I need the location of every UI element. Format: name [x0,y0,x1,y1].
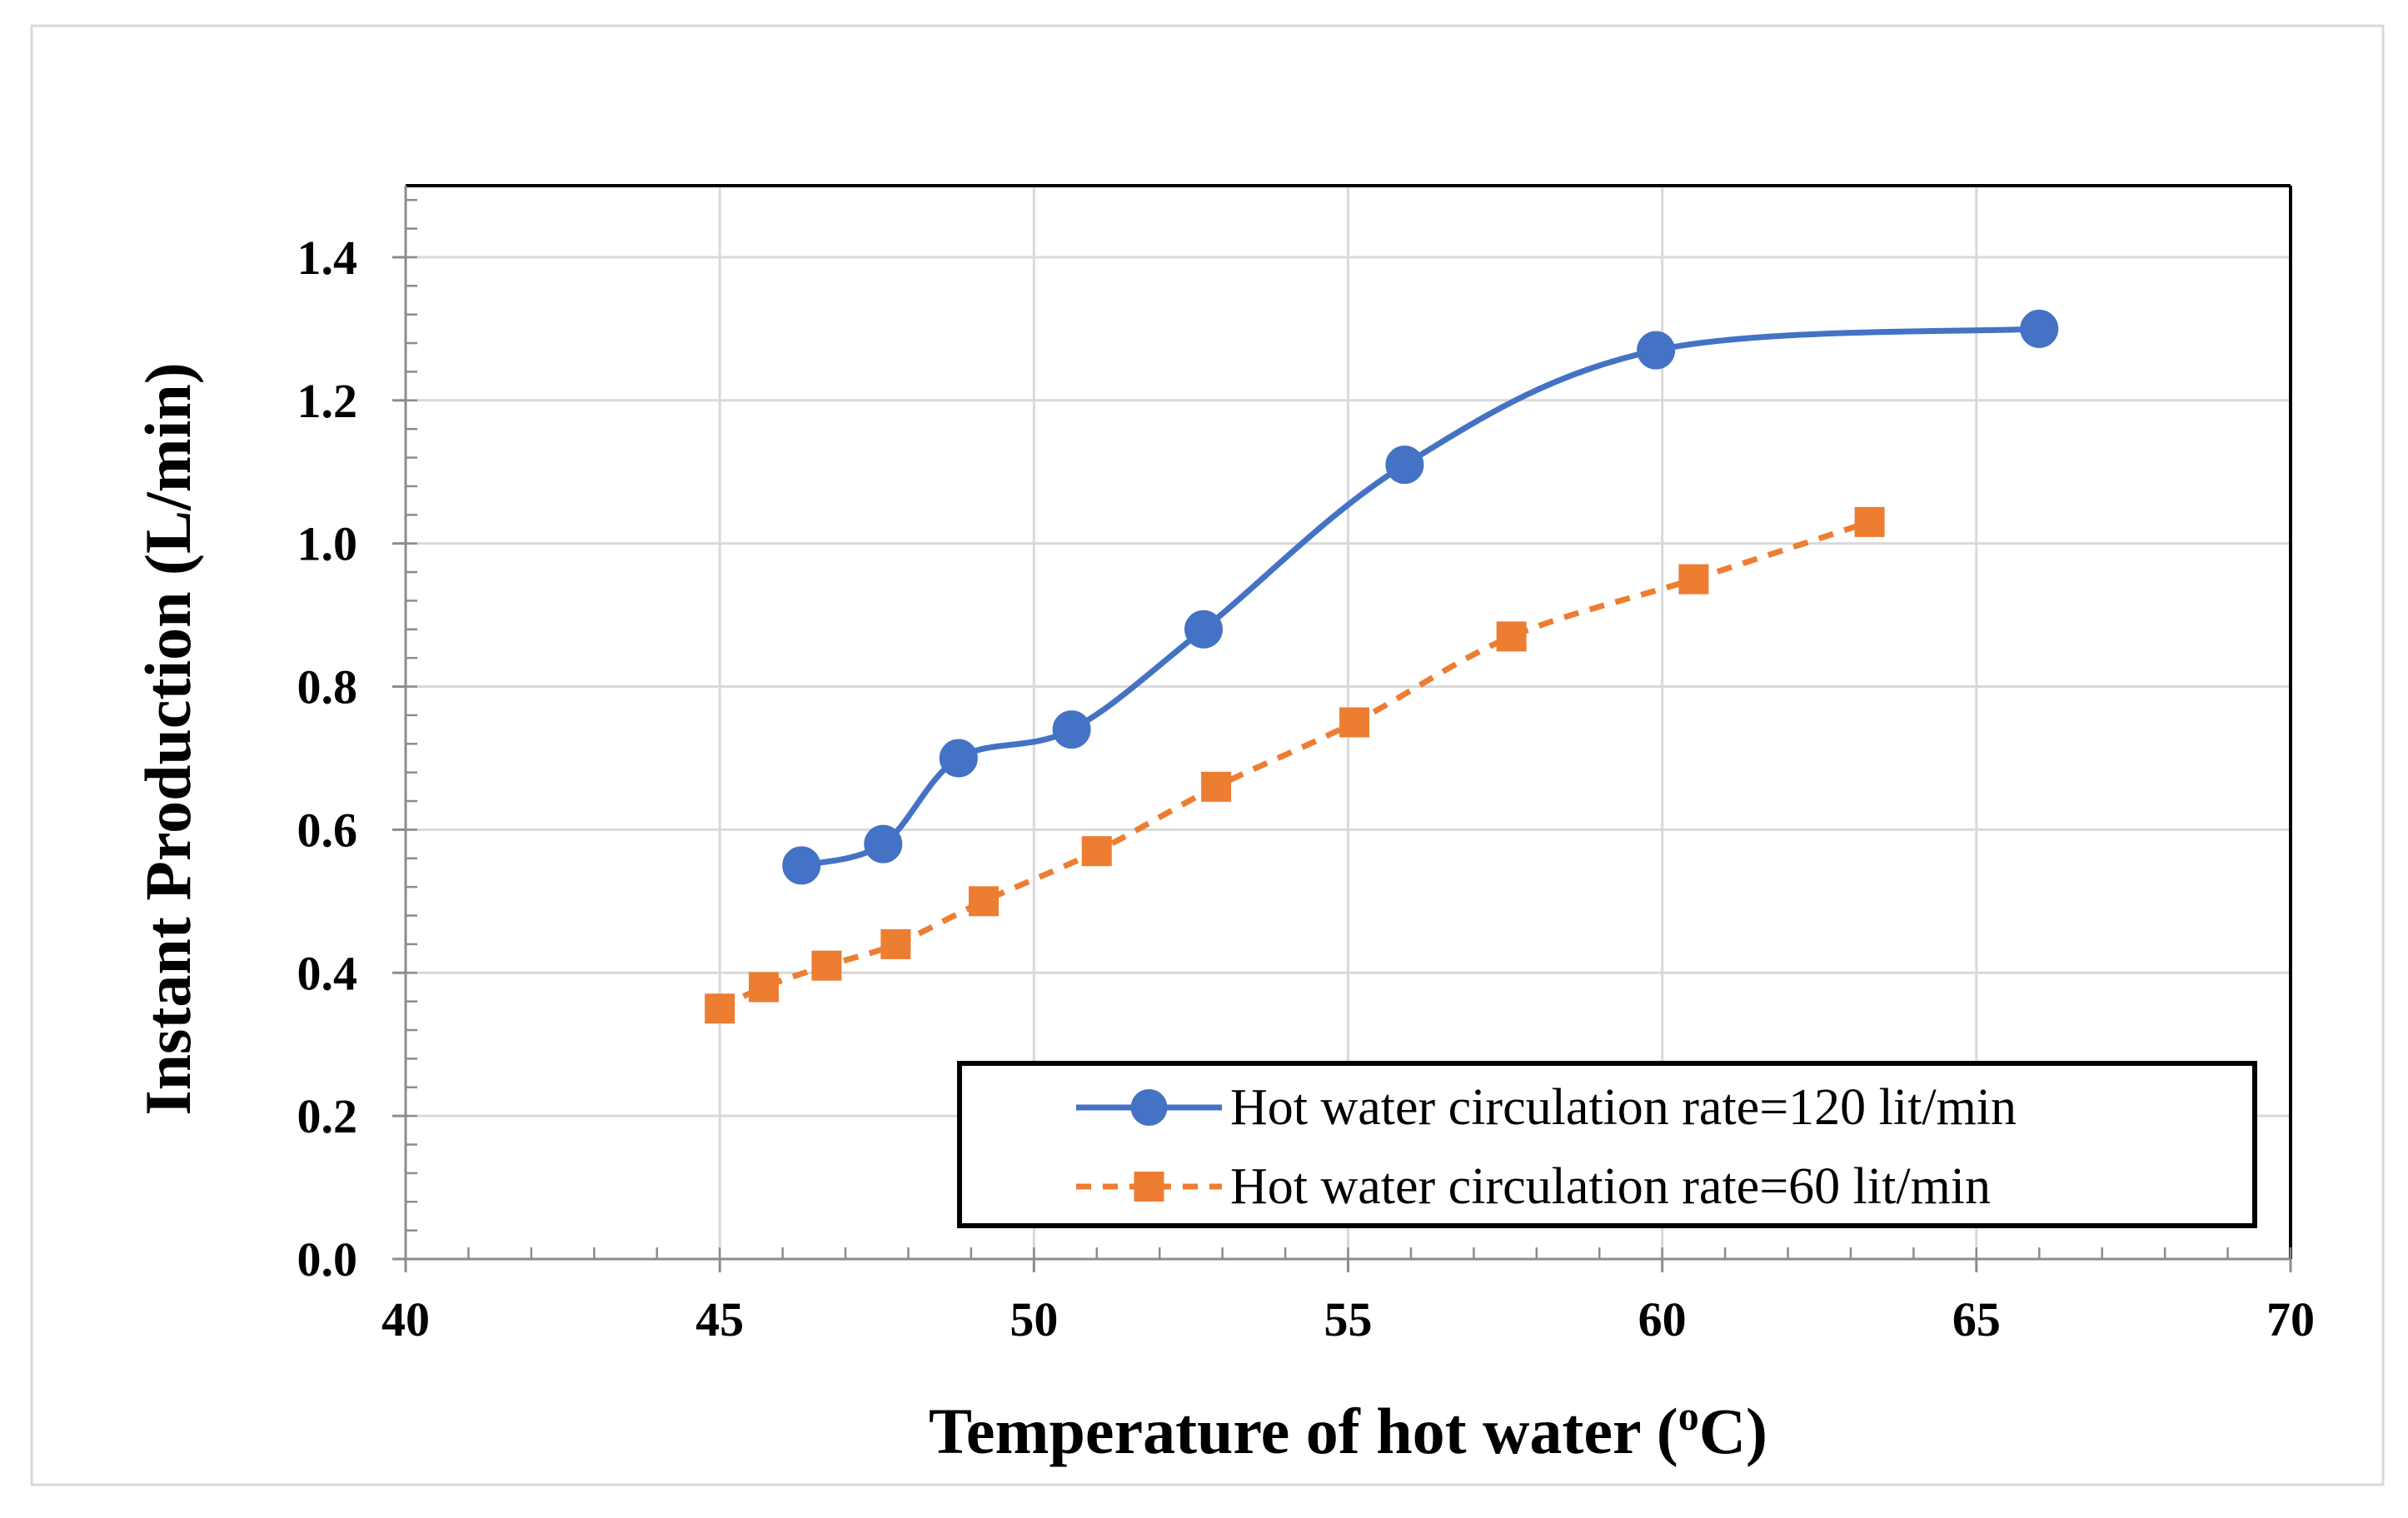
x-axis-title-suffix: C) [1699,1395,1767,1467]
legend-label-1: Hot water circulation rate=120 lit/min [1230,1079,2017,1136]
y-tick-label: 0.2 [297,1089,358,1143]
data-point-square [968,886,999,917]
data-point-square [1678,564,1709,595]
x-tick-label: 60 [1638,1292,1687,1346]
data-point-square [1854,506,1885,537]
data-point-square [1496,621,1527,652]
y-tick-label: 0.4 [297,946,358,1000]
x-tick-label: 65 [1952,1292,2001,1346]
x-tick-label: 40 [381,1292,430,1346]
label-layer: 0.0 0.2 0.4 0.6 0.8 1.0 1.2 1.4 40 45 50 55 60 65 70 Te… [132,231,2315,1467]
y-tick-label: 1.4 [297,231,358,285]
data-point-circle [2020,309,2059,348]
y-tick-label: 0.6 [297,803,358,857]
x-tick-label: 55 [1324,1292,1373,1346]
x-tick-label: 70 [2266,1292,2315,1346]
y-tick-label: 0.8 [297,660,358,714]
data-point-circle [939,739,978,778]
data-point-circle [1637,331,1676,370]
series-1 [782,309,2059,885]
x-axis-title-superscript: o [1678,1392,1699,1439]
y-tick-label: 1.0 [297,517,358,571]
series-line-2 [718,519,1871,1012]
data-point-square [705,993,735,1024]
x-axis-title: Temperature of hot water (oC) [929,1392,1767,1467]
y-tick-label: 1.2 [297,374,358,428]
x-tick-label: 45 [695,1292,744,1346]
legend: Hot water circulation rate=120 lit/min Ho… [957,1061,2257,1228]
x-tick-label: 50 [1010,1292,1058,1346]
y-axis-title: Instant Production (L/min) [132,362,204,1115]
y-tick-label: 0.0 [297,1232,358,1287]
series-layer [705,309,2059,1024]
axis-layer [392,184,2292,1272]
data-point-circle [1052,710,1091,749]
data-point-square [1081,836,1112,867]
data-point-square [1339,707,1370,738]
data-point-circle [864,824,903,864]
x-axis-title-main: Temperature of hot water ( [929,1395,1678,1467]
data-point-square [880,928,911,959]
legend-label-2: Hot water circulation rate=60 lit/min [1230,1158,1991,1215]
data-point-square [811,950,842,981]
data-point-circle [1184,610,1224,649]
series-2 [705,506,1885,1024]
legend-marker-square [1134,1172,1164,1202]
data-point-square [1201,771,1232,802]
data-point-circle [782,846,821,885]
data-point-circle [1385,445,1424,485]
data-point-square [748,972,779,1003]
legend-box [957,1061,2257,1228]
legend-marker-circle [1130,1089,1168,1126]
